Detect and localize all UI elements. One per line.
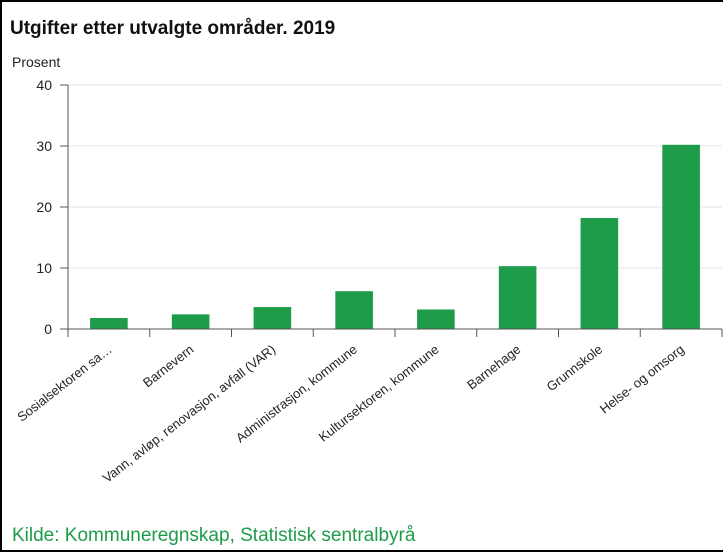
bar-3 xyxy=(253,307,292,329)
category-label: Helse- og omsorg xyxy=(597,342,687,417)
category-label: Barnehage xyxy=(464,342,523,393)
category-label: Vann, avløp, renovasjon, avfall (VAR) xyxy=(100,342,279,486)
source-note: Kilde: Kommuneregnskap, Statistisk sentr… xyxy=(12,525,416,546)
y-tick-label: 10 xyxy=(36,260,52,276)
bar-2 xyxy=(171,314,210,329)
bar-5 xyxy=(417,309,455,329)
y-tick-label: 20 xyxy=(36,199,52,215)
category-label: Sosialsektoren sa… xyxy=(14,342,114,425)
bar-8 xyxy=(662,144,700,329)
chart-title: Utgifter etter utvalgte områder. 2019 xyxy=(10,18,336,39)
bar-6 xyxy=(498,266,537,329)
bar-7 xyxy=(580,217,619,329)
bar-1 xyxy=(90,318,128,329)
y-axis-label: Prosent xyxy=(12,54,61,70)
y-tick-label: 30 xyxy=(36,138,52,154)
category-label: Grunnskole xyxy=(544,342,606,395)
y-tick-label: 40 xyxy=(36,77,52,93)
y-tick-label: 0 xyxy=(44,321,52,337)
category-label: Barnevern xyxy=(140,342,197,391)
bar-4 xyxy=(335,291,373,329)
